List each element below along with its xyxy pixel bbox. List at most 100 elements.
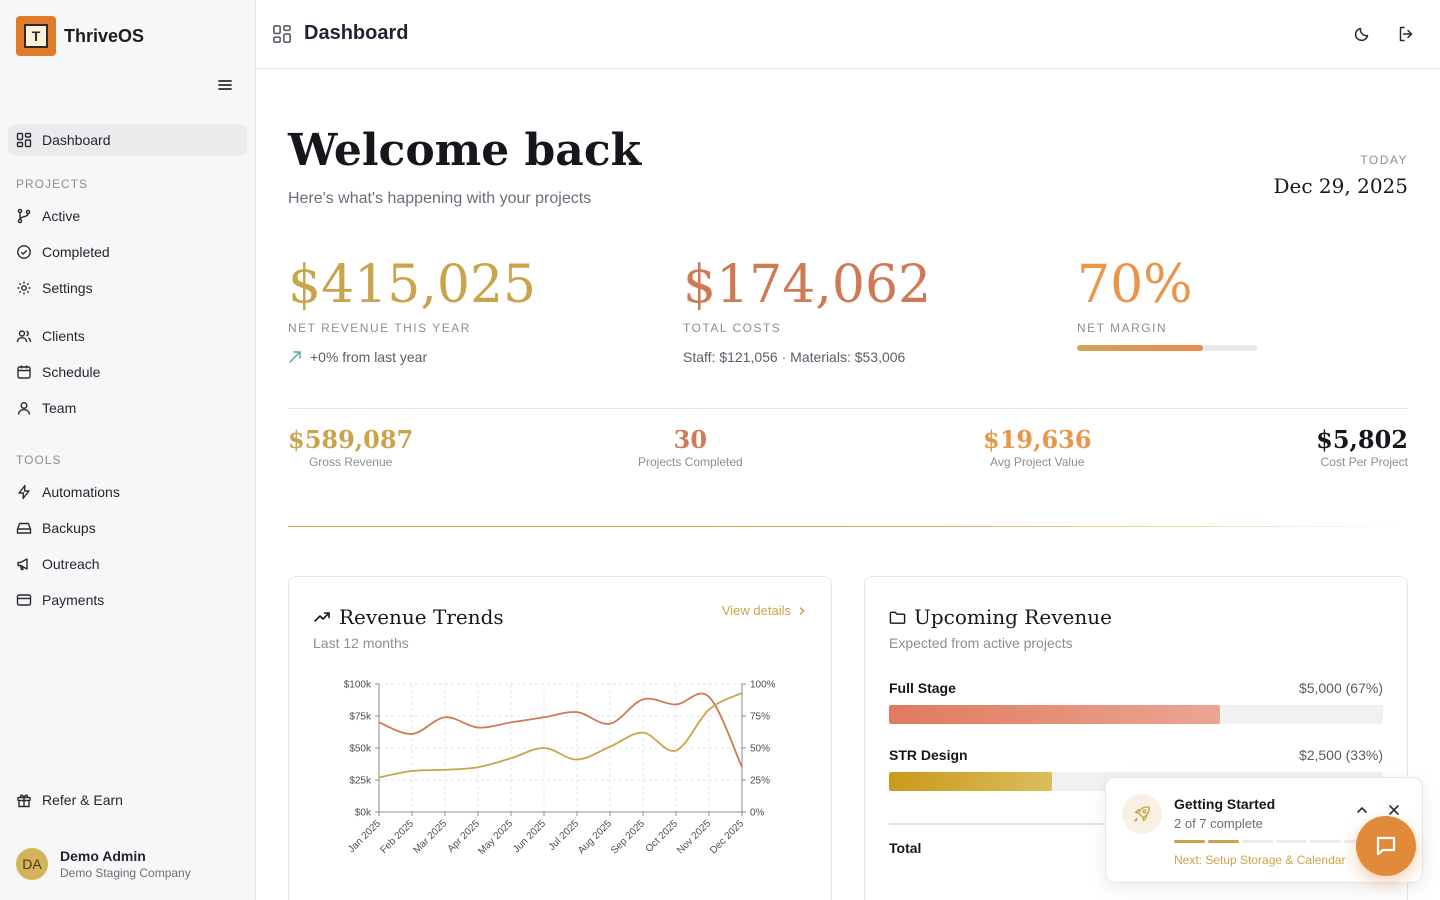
- stat-label: Cost Per Project: [1320, 455, 1408, 470]
- getting-started-progress: 2 of 7 complete: [1174, 816, 1263, 831]
- kpi-sub: +0% from last year: [288, 349, 536, 365]
- chart-y-left-tick: $50k: [349, 744, 372, 755]
- rocket-icon: [1122, 794, 1162, 834]
- card-subtitle: Expected from active projects: [889, 635, 1073, 651]
- lightning-icon: [18, 484, 30, 500]
- card-title-text: Upcoming Revenue: [914, 605, 1112, 629]
- close-icon[interactable]: [1386, 802, 1402, 818]
- sidebar-item-outreach[interactable]: Outreach: [8, 548, 247, 580]
- stat-value: $19,636: [983, 425, 1092, 454]
- getting-started-step: [1174, 840, 1205, 843]
- stat-projects-completed: 30 Projects Completed: [638, 425, 743, 470]
- sidebar-item-label: Schedule: [42, 364, 101, 380]
- stat-label: Avg Project Value: [990, 455, 1085, 470]
- sidebar-item-completed[interactable]: Completed: [8, 236, 247, 268]
- chart-x-tick: Aug 2025: [576, 818, 614, 856]
- check-circle-icon: [17, 245, 31, 259]
- user-name: Demo Admin: [60, 848, 146, 864]
- revenue-row-amount: $2,500 (33%): [1298, 747, 1383, 763]
- sidebar-item-automations[interactable]: Automations: [8, 476, 247, 508]
- stat-value: 30: [673, 425, 708, 454]
- stat-label: Projects Completed: [638, 455, 743, 470]
- sidebar-item-active[interactable]: Active: [8, 200, 247, 232]
- chevron-right-icon: [799, 606, 805, 615]
- revenue-trend-chart: $0k 0% $25k 25% $50k 50% $75k 75% $100k 100% Jan 2…: [344, 680, 776, 858]
- welcome-subtitle: Here's what's happening with your projec…: [288, 190, 592, 207]
- divider: [288, 408, 1408, 409]
- sidebar: T ThriveOS Dashboard PROJECTS Active Com…: [0, 0, 256, 900]
- user-company: Demo Staging Company: [60, 866, 191, 880]
- revenue-trends-card: Revenue Trends Last 12 months View detai…: [288, 576, 832, 900]
- chart-y-left-tick: $25k: [349, 776, 372, 787]
- sidebar-item-clients[interactable]: Clients: [8, 320, 247, 352]
- chart-y-right-tick: 0%: [750, 808, 765, 819]
- card-title: Revenue Trends: [313, 605, 504, 629]
- sidebar-item-label: Settings: [42, 280, 93, 296]
- getting-started-next[interactable]: Next: Setup Storage & Calendar: [1174, 853, 1346, 867]
- sidebar-item-label: Team: [42, 400, 77, 416]
- nav-tools: TOOLS Automations Backups Outreach Payme…: [8, 450, 247, 616]
- today-date: Dec 29, 2025: [1273, 174, 1409, 198]
- sidebar-item-label: Refer & Earn: [42, 792, 123, 808]
- getting-started-step: [1276, 840, 1307, 843]
- chart-x-tick: Feb 2025: [378, 818, 416, 856]
- sidebar-item-label: Dashboard: [42, 132, 111, 148]
- kpi-sub: Staff: $121,056 · Materials: $53,006: [683, 349, 931, 365]
- brand[interactable]: T ThriveOS: [16, 16, 144, 56]
- sidebar-item-backups[interactable]: Backups: [8, 512, 247, 544]
- chart-y-right-tick: 75%: [750, 712, 770, 723]
- getting-started-title: Getting Started: [1174, 796, 1276, 812]
- hard-drive-icon: [16, 522, 32, 534]
- kpi-value: 70%: [1077, 255, 1193, 315]
- nav-main: Dashboard: [8, 124, 247, 156]
- sidebar-item-label: Outreach: [42, 556, 100, 572]
- sidebar-item-label: Automations: [42, 484, 120, 500]
- trend-up-icon: [289, 351, 301, 363]
- total-label: Total: [889, 840, 922, 856]
- view-details-label: View details: [721, 603, 791, 618]
- chart-y-left-tick: $0k: [355, 808, 372, 819]
- chart-series-line-1: [378, 692, 743, 768]
- chart-y-left-tick: $75k: [349, 712, 372, 723]
- chat-button[interactable]: [1356, 816, 1416, 876]
- chart-x-tick: Dec 2025: [708, 818, 746, 856]
- user-profile[interactable]: DA Demo Admin Demo Staging Company: [16, 848, 191, 880]
- nav-footer: Refer & Earn: [8, 784, 247, 816]
- sidebar-item-dashboard[interactable]: Dashboard: [8, 124, 247, 156]
- kpi-total-costs: $174,062 TOTAL COSTS Staff: $121,056 · M…: [683, 259, 931, 365]
- section-divider: [288, 526, 1408, 527]
- getting-started-step: [1242, 840, 1273, 843]
- revenue-row-name: STR Design: [889, 747, 968, 763]
- revenue-row-bar: [889, 705, 1383, 724]
- chart-x-tick: Jun 2025: [511, 818, 548, 855]
- gear-icon: [17, 281, 31, 295]
- megaphone-icon: [17, 558, 28, 571]
- revenue-row-full-stage: Full Stage $5,000 (67%): [889, 680, 1383, 724]
- sidebar-item-refer[interactable]: Refer & Earn: [8, 784, 247, 816]
- sidebar-item-settings[interactable]: Settings: [8, 272, 247, 304]
- menu-icon[interactable]: [216, 76, 234, 94]
- getting-started-step: [1310, 840, 1341, 843]
- kpi-net-revenue: $415,025 NET REVENUE THIS YEAR +0% from …: [288, 259, 536, 365]
- sidebar-item-label: Backups: [42, 520, 96, 536]
- sidebar-item-payments[interactable]: Payments: [8, 584, 247, 616]
- user-icon: [17, 402, 31, 415]
- kpi-value: $415,025: [288, 255, 537, 315]
- stat-value: $589,087: [288, 425, 414, 454]
- moon-icon[interactable]: [1352, 24, 1372, 44]
- revenue-row-bar-fill: [889, 705, 1220, 724]
- chevron-up-icon[interactable]: [1354, 802, 1370, 818]
- nav-people: Clients Schedule Team: [8, 320, 247, 424]
- brand-logo-letter: T: [24, 24, 48, 48]
- sidebar-item-schedule[interactable]: Schedule: [8, 356, 247, 388]
- top-header: Dashboard: [256, 0, 1440, 69]
- sidebar-item-team[interactable]: Team: [8, 392, 247, 424]
- chart-y-left-tick: $100k: [344, 680, 372, 691]
- margin-progress-fill: [1077, 345, 1203, 351]
- stat-avg-project-value: $19,636 Avg Project Value: [983, 425, 1092, 470]
- view-details-link[interactable]: View details: [722, 603, 807, 618]
- logout-icon[interactable]: [1396, 24, 1416, 44]
- trending-up-icon: [314, 612, 330, 622]
- brand-name: ThriveOS: [64, 25, 145, 46]
- kpi-label: NET REVENUE THIS YEAR: [288, 321, 471, 335]
